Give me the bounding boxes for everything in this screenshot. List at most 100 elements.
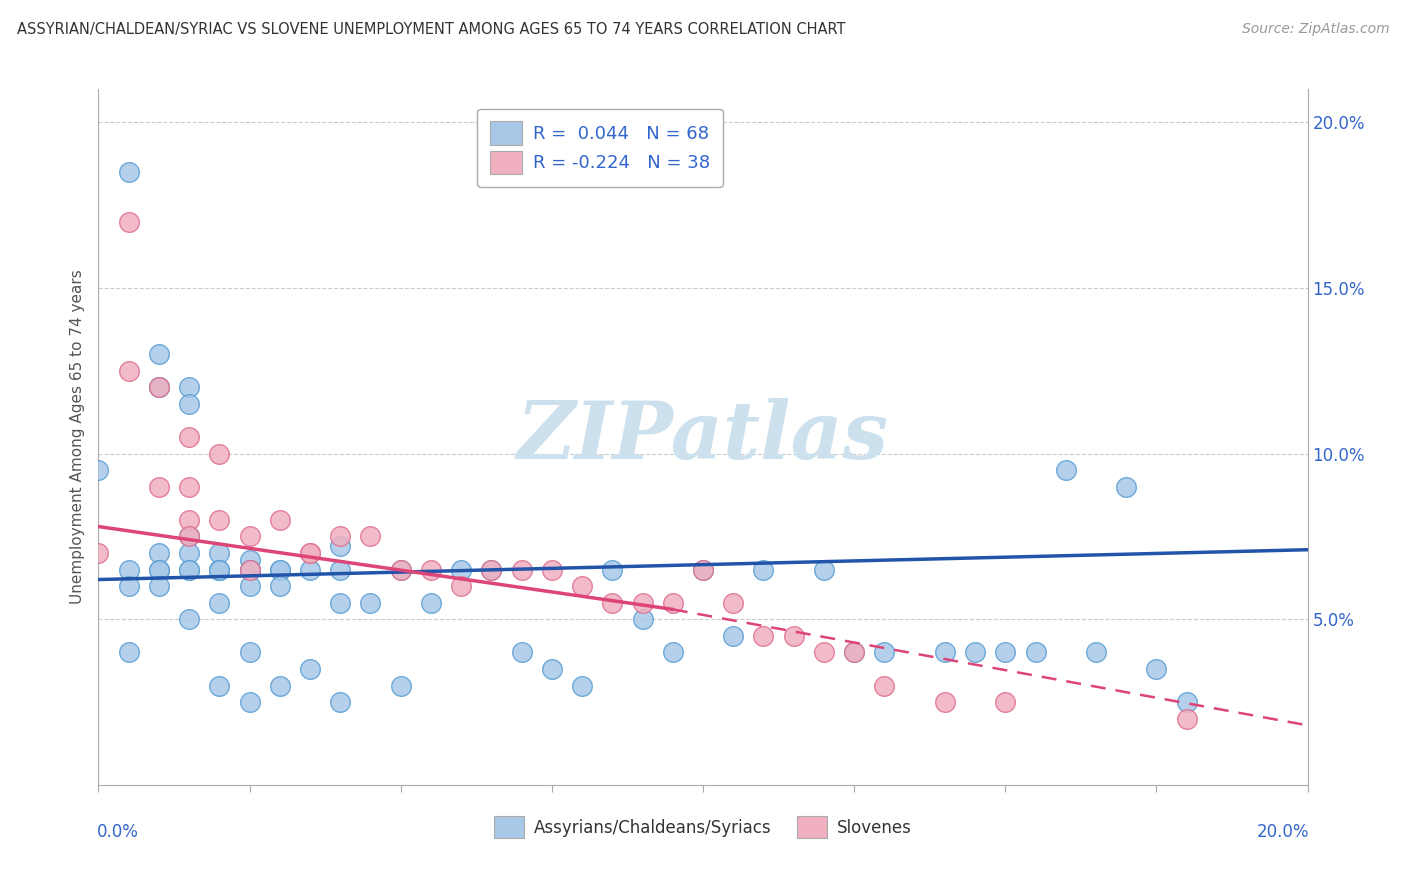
Point	[540, 662, 562, 676]
Point	[239, 563, 262, 577]
Point	[118, 165, 141, 179]
Point	[239, 563, 262, 577]
Y-axis label: Unemployment Among Ages 65 to 74 years: Unemployment Among Ages 65 to 74 years	[69, 269, 84, 605]
Point	[420, 596, 443, 610]
Point	[148, 563, 170, 577]
Point	[87, 463, 110, 477]
Point	[269, 513, 291, 527]
Point	[1175, 712, 1198, 726]
Point	[329, 695, 352, 709]
Point	[208, 447, 231, 461]
Point	[299, 662, 322, 676]
Point	[540, 563, 562, 577]
Point	[179, 430, 201, 444]
Point	[994, 645, 1017, 659]
Point	[179, 563, 201, 577]
Point	[179, 480, 201, 494]
Point	[994, 695, 1017, 709]
Text: ASSYRIAN/CHALDEAN/SYRIAC VS SLOVENE UNEMPLOYMENT AMONG AGES 65 TO 74 YEARS CORRE: ASSYRIAN/CHALDEAN/SYRIAC VS SLOVENE UNEM…	[17, 22, 845, 37]
Point	[389, 563, 412, 577]
Point	[723, 629, 745, 643]
Point	[571, 579, 593, 593]
Point	[179, 529, 201, 543]
Point	[813, 645, 835, 659]
Point	[844, 645, 866, 659]
Point	[752, 629, 775, 643]
Point	[602, 563, 624, 577]
Point	[148, 546, 170, 560]
Point	[813, 563, 835, 577]
Point	[329, 563, 352, 577]
Text: 0.0%: 0.0%	[97, 823, 139, 841]
Point	[692, 563, 714, 577]
Point	[179, 563, 201, 577]
Point	[269, 563, 291, 577]
Text: 20.0%: 20.0%	[1257, 823, 1309, 841]
Point	[1144, 662, 1167, 676]
Point	[179, 612, 201, 626]
Point	[239, 645, 262, 659]
Point	[239, 579, 262, 593]
Point	[239, 552, 262, 566]
Point	[389, 563, 412, 577]
Point	[118, 579, 141, 593]
Point	[148, 380, 170, 394]
Point	[844, 645, 866, 659]
Point	[148, 579, 170, 593]
Point	[1115, 480, 1137, 494]
Point	[208, 563, 231, 577]
Point	[239, 529, 262, 543]
Point	[1054, 463, 1077, 477]
Point	[148, 380, 170, 394]
Point	[360, 596, 382, 610]
Text: ZIPatlas: ZIPatlas	[517, 399, 889, 475]
Point	[299, 546, 322, 560]
Point	[118, 215, 141, 229]
Text: Source: ZipAtlas.com: Source: ZipAtlas.com	[1241, 22, 1389, 37]
Point	[631, 612, 654, 626]
Point	[934, 695, 956, 709]
Point	[208, 679, 231, 693]
Point	[602, 596, 624, 610]
Point	[208, 546, 231, 560]
Point	[179, 529, 201, 543]
Point	[179, 513, 201, 527]
Point	[118, 563, 141, 577]
Point	[269, 563, 291, 577]
Point	[269, 579, 291, 593]
Point	[1175, 695, 1198, 709]
Point	[208, 596, 231, 610]
Point	[752, 563, 775, 577]
Point	[208, 513, 231, 527]
Point	[239, 695, 262, 709]
Point	[389, 679, 412, 693]
Point	[510, 645, 533, 659]
Point	[783, 629, 806, 643]
Point	[148, 480, 170, 494]
Point	[118, 645, 141, 659]
Point	[631, 596, 654, 610]
Point	[118, 364, 141, 378]
Point	[148, 347, 170, 361]
Point	[661, 596, 683, 610]
Point	[148, 380, 170, 394]
Point	[1085, 645, 1108, 659]
Point	[299, 546, 322, 560]
Point	[179, 397, 201, 411]
Point	[179, 380, 201, 394]
Point	[148, 563, 170, 577]
Point	[510, 563, 533, 577]
Point	[661, 645, 683, 659]
Point	[481, 563, 503, 577]
Point	[965, 645, 987, 659]
Legend: Assyrians/Chaldeans/Syriacs, Slovenes: Assyrians/Chaldeans/Syriacs, Slovenes	[486, 808, 920, 847]
Point	[208, 563, 231, 577]
Point	[329, 540, 352, 554]
Point	[481, 563, 503, 577]
Point	[450, 579, 472, 593]
Point	[450, 563, 472, 577]
Point	[360, 529, 382, 543]
Point	[329, 596, 352, 610]
Point	[87, 546, 110, 560]
Point	[873, 645, 896, 659]
